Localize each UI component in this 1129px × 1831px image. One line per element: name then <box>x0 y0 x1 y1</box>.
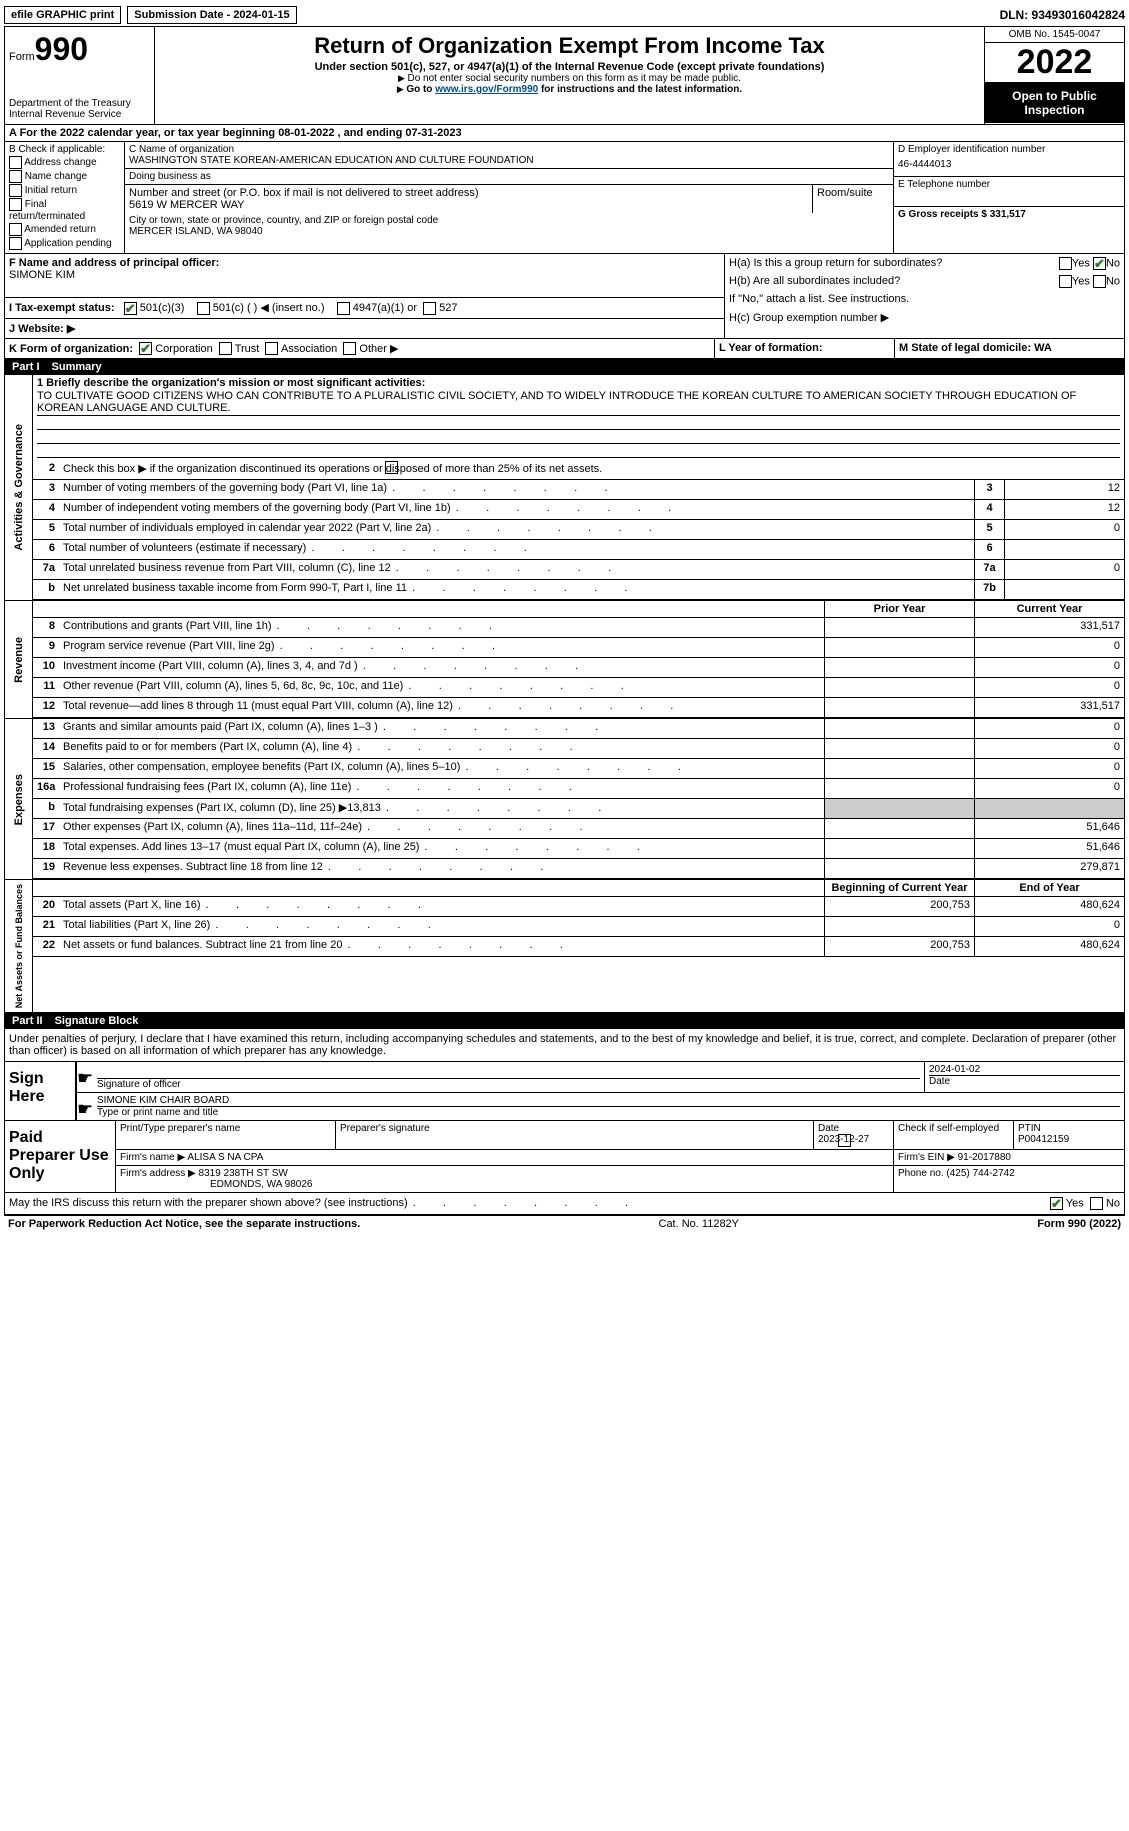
part-1-header: Part ISummary <box>4 359 1125 375</box>
signature-declaration: Under penalties of perjury, I declare th… <box>4 1029 1125 1062</box>
cb-hb-no[interactable] <box>1093 275 1106 288</box>
cb-discontinued[interactable] <box>385 461 398 474</box>
header-left: Form990 Department of the Treasury Inter… <box>5 27 155 124</box>
vl-net: Net Assets or Fund Balances <box>12 880 26 1012</box>
cb-hb-yes[interactable] <box>1059 275 1072 288</box>
efile-button[interactable]: efile GRAPHIC print <box>4 6 121 24</box>
vl-revenue: Revenue <box>11 633 27 687</box>
submission-date: Submission Date - 2024-01-15 <box>127 6 296 24</box>
cb-4947[interactable] <box>337 302 350 315</box>
cb-501c3[interactable] <box>124 302 137 315</box>
cb-ha-no[interactable] <box>1093 257 1106 270</box>
dln-label: DLN: 93493016042824 <box>1000 8 1125 22</box>
row-a-tax-year: A For the 2022 calendar year, or tax yea… <box>4 125 1125 142</box>
vl-expenses: Expenses <box>11 770 27 829</box>
col-deg: D Employer identification number46-44440… <box>894 142 1124 253</box>
paid-preparer-label: Paid Preparer Use Only <box>5 1121 115 1192</box>
cb-527[interactable] <box>423 302 436 315</box>
header-title-block: Return of Organization Exempt From Incom… <box>155 27 984 124</box>
cb-self-emp[interactable] <box>838 1134 851 1147</box>
cat-no: Cat. No. 11282Y <box>659 1218 740 1230</box>
cb-ha-yes[interactable] <box>1059 257 1072 270</box>
cb-assoc[interactable] <box>265 342 278 355</box>
cb-trust[interactable] <box>219 342 232 355</box>
form-footer: Form 990 (2022) <box>1037 1218 1121 1230</box>
col-c-org-info: C Name of organizationWASHINGTON STATE K… <box>125 142 894 253</box>
vl-governance: Activities & Governance <box>11 420 27 555</box>
cb-discuss-no[interactable] <box>1090 1197 1103 1210</box>
pra-notice: For Paperwork Reduction Act Notice, see … <box>8 1218 360 1230</box>
irs-link[interactable]: www.irs.gov/Form990 <box>435 84 538 95</box>
sign-here-label: Sign Here <box>5 1062 75 1120</box>
cb-501c[interactable] <box>197 302 210 315</box>
part-2-header: Part IISignature Block <box>4 1013 1125 1029</box>
cb-other[interactable] <box>343 342 356 355</box>
col-b-checkboxes: B Check if applicable: Address change Na… <box>5 142 125 253</box>
form-title: Return of Organization Exempt From Incom… <box>159 33 980 59</box>
cb-discuss-yes[interactable] <box>1050 1197 1063 1210</box>
cb-corp[interactable] <box>139 342 152 355</box>
header-right: OMB No. 1545-0047 2022 Open to Public In… <box>984 27 1124 124</box>
